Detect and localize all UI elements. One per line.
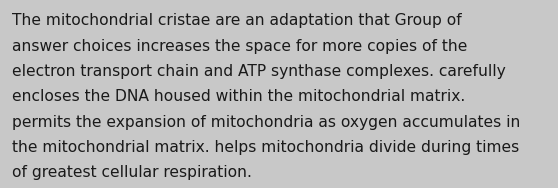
Text: the mitochondrial matrix. helps mitochondria divide during times: the mitochondrial matrix. helps mitochon… [12,140,519,155]
Text: electron transport chain and ATP synthase complexes. carefully: electron transport chain and ATP synthas… [12,64,506,79]
Text: The mitochondrial cristae are an adaptation that Group of: The mitochondrial cristae are an adaptat… [12,13,462,28]
Text: permits the expansion of mitochondria as oxygen accumulates in: permits the expansion of mitochondria as… [12,115,521,130]
Text: of greatest cellular respiration.: of greatest cellular respiration. [12,165,252,180]
Text: encloses the DNA housed within the mitochondrial matrix.: encloses the DNA housed within the mitoc… [12,89,465,104]
Text: answer choices increases the space for more copies of the: answer choices increases the space for m… [12,39,468,54]
